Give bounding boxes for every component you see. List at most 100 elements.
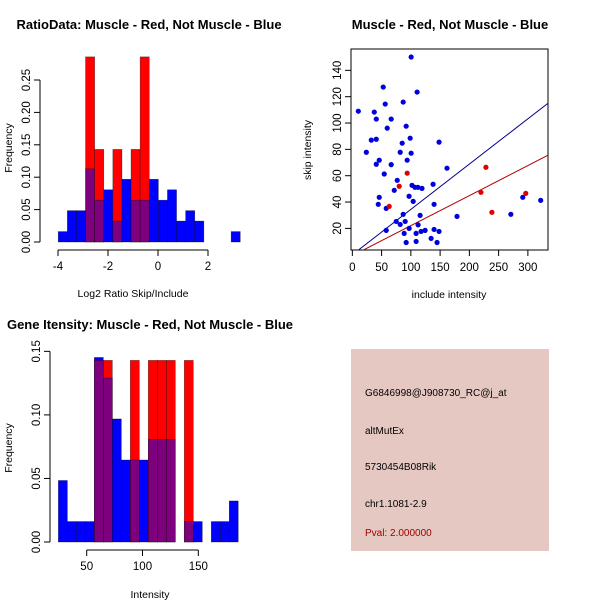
ratio-histogram-y-tick-label: 0.25 <box>21 69 33 91</box>
gene-intensity-y-tick-label: 0.10 <box>31 404 43 426</box>
gene-intensity-bar <box>192 521 203 543</box>
not-muscle-point <box>422 227 428 233</box>
not-muscle-point <box>373 116 379 122</box>
ratio-histogram-x-tick-label: -2 <box>103 261 113 273</box>
not-muscle-point <box>399 140 405 146</box>
not-muscle-point <box>415 222 421 228</box>
not-muscle-point <box>403 239 409 246</box>
not-muscle-point <box>508 211 514 217</box>
ratio-histogram-bars <box>57 56 241 243</box>
not-muscle-point <box>393 218 399 225</box>
scatter-y-tick-label: 140 <box>332 61 344 80</box>
gene-intensity-overlap-bar <box>165 439 176 543</box>
gene-intensity-bars <box>58 357 239 543</box>
scatter-x-tick-label: 100 <box>401 262 420 274</box>
not-muscle-point <box>363 149 369 155</box>
gene-intensity-overlap-bar <box>94 360 104 543</box>
not-muscle-point <box>382 101 388 107</box>
scatter-x-tick-label: 300 <box>518 262 537 274</box>
scatter-x-tick-label: 250 <box>489 262 508 274</box>
gene-intensity-bar <box>210 521 221 543</box>
scatter-x-tick-label: 200 <box>460 262 479 274</box>
scatter-xlabel: include intensity <box>412 289 487 301</box>
ratio-histogram-bar <box>121 178 132 243</box>
gene-intensity-bar <box>85 521 95 543</box>
gene-intensity-bar <box>112 418 122 543</box>
muscle-point <box>478 189 484 195</box>
scatter-plot-box <box>350 48 549 251</box>
info-panel: G6846998@J908730_RC@j_at altMutEx 573045… <box>351 349 549 551</box>
muscle-point <box>489 209 495 215</box>
not-muscle-point <box>397 149 403 155</box>
not-muscle-point <box>408 150 414 156</box>
scatter-y-tick-label: 80 <box>332 143 344 156</box>
not-muscle-point <box>436 228 442 235</box>
scatter-ylabel: skip intensity <box>302 119 314 180</box>
not-muscle-point <box>444 165 450 171</box>
not-muscle-point <box>406 193 412 199</box>
scatter-fit-lines <box>357 102 548 250</box>
ratio-histogram-bar <box>76 210 86 243</box>
ratio-histogram-bar <box>194 220 205 243</box>
gene-intensity-overlap-bar <box>148 439 158 543</box>
not-muscle-point <box>538 197 544 203</box>
not-muscle-point <box>388 162 394 168</box>
gene-intensity-bar <box>67 521 77 543</box>
not-muscle-point <box>400 99 406 105</box>
muscle-point <box>523 190 529 196</box>
gene-intensity-histogram-panel: Gene Itensity: Muscle - Red, Not Muscle … <box>3 317 293 600</box>
not-muscle-point <box>402 218 408 225</box>
ratio-histogram-overlap-bar <box>94 199 105 243</box>
not-muscle-point <box>355 108 361 114</box>
ratio-histogram-bar <box>230 231 241 243</box>
muscle-point <box>386 203 392 210</box>
not-muscle-point <box>436 139 442 145</box>
ratio-histogram-xlabel: Log2 Ratio Skip/Include <box>78 288 189 300</box>
not-muscle-point <box>397 221 403 228</box>
genomic-location: chr1.1081-2.9 <box>365 499 427 510</box>
not-muscle-fit-line <box>357 102 548 250</box>
gene-intensity-bar <box>76 521 86 543</box>
scatter-y-tick-label: 60 <box>332 169 344 182</box>
not-muscle-point <box>418 228 424 235</box>
event-type: altMutEx <box>365 426 404 437</box>
ratio-histogram-overlap-bar <box>139 199 150 243</box>
pval-text: Pval: 2.000000 <box>365 528 432 539</box>
ratio-histogram-x-tick-label: -4 <box>53 261 64 273</box>
not-muscle-point <box>373 161 379 167</box>
muscle-fit-line <box>362 154 548 250</box>
ratio-histogram-bar <box>148 178 159 243</box>
intensity-scatter-panel: Muscle - Red, Not Muscle - Blue 0 50 100 15… <box>302 17 549 301</box>
not-muscle-point <box>376 157 382 163</box>
gene-intensity-xlabel: Intensity <box>130 589 170 600</box>
not-muscle-point <box>431 226 437 233</box>
not-muscle-point <box>434 239 440 246</box>
gene-intensity-axes: 50 100 150 0.00 0.05 0.10 0.15 <box>31 340 208 573</box>
gene-intensity-bar <box>121 459 131 543</box>
not-muscle-point <box>431 201 437 207</box>
muscle-point <box>483 164 489 170</box>
gene-intensity-bar <box>219 521 230 543</box>
muscle-point <box>396 183 402 189</box>
info-panel-background <box>351 349 549 551</box>
not-muscle-point <box>415 184 421 190</box>
scatter-axes: 0 50 100 150 200 250 300 20 40 60 80 100 120 140 <box>332 61 537 274</box>
not-muscle-point <box>401 230 407 237</box>
not-muscle-point <box>391 187 397 193</box>
ratio-histogram-bar <box>167 189 177 243</box>
gene-intensity-y-tick-label: 0.00 <box>31 531 43 553</box>
not-muscle-point <box>413 238 419 245</box>
not-muscle-point <box>368 137 374 143</box>
ratio-histogram-x-tick-label: 0 <box>155 261 161 273</box>
gene-intensity-bar <box>58 480 68 543</box>
ratio-histogram-y-tick-label: 0.05 <box>21 198 33 220</box>
ratio-histogram-bar <box>57 231 68 243</box>
muscle-point <box>404 170 410 176</box>
not-muscle-point <box>400 211 406 217</box>
ratio-histogram-y-tick-label: 0.00 <box>21 231 33 253</box>
ratio-histogram-axes: -4 -2 0 2 0.00 0.05 0.10 0.15 0.20 0.25 <box>21 69 211 273</box>
ratio-histogram-bar <box>185 210 196 243</box>
not-muscle-point <box>388 116 394 122</box>
ratio-histogram-overlap-bar <box>112 220 123 243</box>
